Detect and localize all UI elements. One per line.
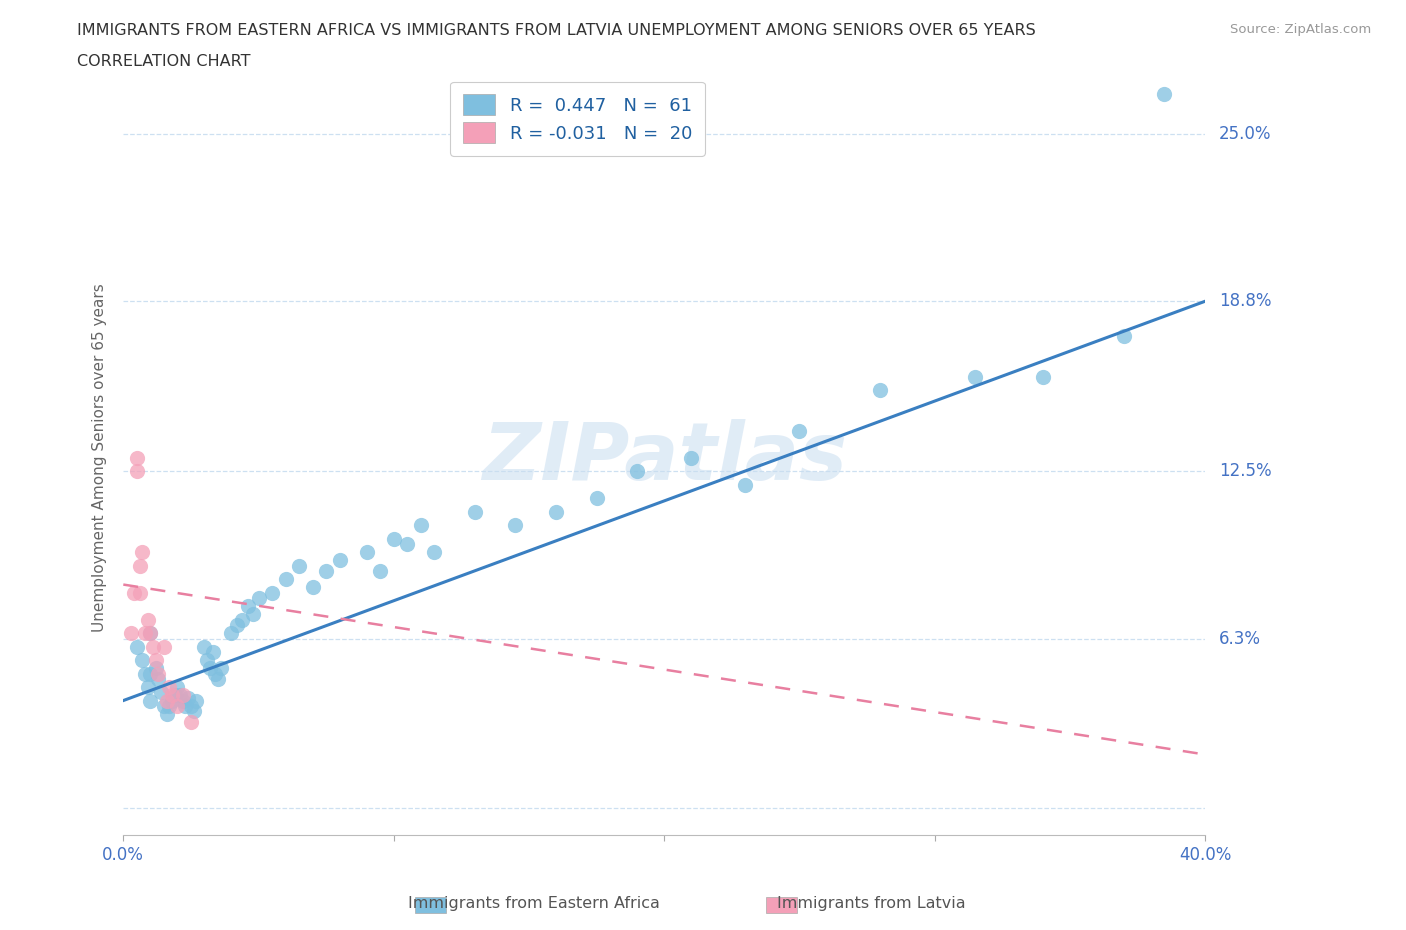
Point xyxy=(166,680,188,695)
Point xyxy=(139,626,162,641)
Point xyxy=(382,531,405,546)
Point xyxy=(329,552,352,567)
Text: 18.8%: 18.8% xyxy=(1219,292,1271,311)
Point xyxy=(128,585,150,600)
Point xyxy=(274,572,297,587)
Point xyxy=(209,660,232,675)
Point xyxy=(368,564,391,578)
Point xyxy=(125,450,148,465)
Point xyxy=(789,423,811,438)
Text: 12.5%: 12.5% xyxy=(1219,462,1271,480)
Point xyxy=(148,666,170,681)
Point xyxy=(869,383,891,398)
Point xyxy=(148,671,170,686)
Point xyxy=(125,639,148,654)
Point xyxy=(131,653,153,668)
Point xyxy=(183,704,205,719)
Point xyxy=(157,698,180,713)
Point xyxy=(225,618,247,632)
Text: Immigrants from Eastern Africa: Immigrants from Eastern Africa xyxy=(408,897,661,911)
Point xyxy=(423,545,446,560)
Point xyxy=(585,491,607,506)
Point xyxy=(221,626,243,641)
Point xyxy=(198,660,221,675)
Point xyxy=(180,698,202,713)
Point xyxy=(260,585,283,600)
Point xyxy=(193,639,215,654)
Text: Source: ZipAtlas.com: Source: ZipAtlas.com xyxy=(1230,23,1371,36)
Point xyxy=(409,518,432,533)
Point xyxy=(134,666,156,681)
Point xyxy=(396,537,419,551)
Point xyxy=(174,698,197,713)
Point xyxy=(626,464,648,479)
Point xyxy=(734,477,756,492)
Point xyxy=(681,450,703,465)
Point xyxy=(125,464,148,479)
Point xyxy=(195,653,218,668)
Point xyxy=(155,693,177,708)
Y-axis label: Unemployment Among Seniors over 65 years: Unemployment Among Seniors over 65 years xyxy=(93,284,107,632)
Point xyxy=(172,693,194,708)
Point xyxy=(301,579,323,594)
Point xyxy=(242,606,264,621)
Point xyxy=(163,687,186,702)
Point xyxy=(288,558,311,573)
Text: ZIPatlas: ZIPatlas xyxy=(482,418,846,497)
Point xyxy=(1032,369,1054,384)
Text: IMMIGRANTS FROM EASTERN AFRICA VS IMMIGRANTS FROM LATVIA UNEMPLOYMENT AMONG SENI: IMMIGRANTS FROM EASTERN AFRICA VS IMMIGR… xyxy=(77,23,1036,38)
Point xyxy=(204,666,226,681)
Point xyxy=(136,680,159,695)
Point xyxy=(142,639,165,654)
Point xyxy=(157,680,180,695)
Point xyxy=(505,518,527,533)
Point xyxy=(965,369,987,384)
Text: 25.0%: 25.0% xyxy=(1219,125,1271,143)
Text: Immigrants from Latvia: Immigrants from Latvia xyxy=(778,897,966,911)
Point xyxy=(153,698,176,713)
Point xyxy=(172,687,194,702)
Point xyxy=(122,585,145,600)
Point xyxy=(166,698,188,713)
Legend: R =  0.447   N =  61, R = -0.031   N =  20: R = 0.447 N = 61, R = -0.031 N = 20 xyxy=(450,82,704,156)
Point xyxy=(169,687,191,702)
Point xyxy=(464,504,486,519)
Point xyxy=(315,564,337,578)
Point xyxy=(1153,86,1175,101)
Point xyxy=(139,666,162,681)
Point xyxy=(160,693,183,708)
Point xyxy=(201,644,224,659)
Point xyxy=(155,707,177,722)
Point xyxy=(207,671,229,686)
Point xyxy=(139,693,162,708)
Point xyxy=(134,626,156,641)
Point xyxy=(247,591,270,605)
Point xyxy=(180,714,202,729)
Text: 6.3%: 6.3% xyxy=(1219,630,1261,647)
Point xyxy=(150,685,173,700)
Point xyxy=(544,504,567,519)
Point xyxy=(231,612,253,627)
Point xyxy=(120,626,142,641)
Point xyxy=(145,660,167,675)
Point xyxy=(131,545,153,560)
Point xyxy=(128,558,150,573)
Point xyxy=(356,545,378,560)
Point xyxy=(153,639,176,654)
Point xyxy=(236,599,259,614)
Point xyxy=(1112,329,1135,344)
Point xyxy=(139,626,162,641)
Text: CORRELATION CHART: CORRELATION CHART xyxy=(77,54,250,69)
Point xyxy=(186,693,208,708)
Point xyxy=(160,687,183,702)
Point xyxy=(177,690,200,705)
Point xyxy=(145,653,167,668)
Point xyxy=(136,612,159,627)
